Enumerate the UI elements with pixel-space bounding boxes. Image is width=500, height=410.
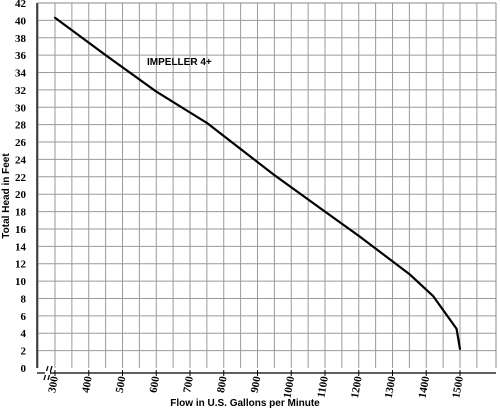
x-tick-label: 1100 (315, 375, 331, 399)
y-tick-label: 2 (21, 346, 27, 358)
y-tick-label: 38 (15, 33, 27, 45)
x-tick-label: 600 (148, 375, 163, 394)
y-tick-label: 24 (15, 154, 27, 166)
y-tick-label: 20 (15, 189, 27, 201)
x-tick-label: 1200 (349, 375, 365, 399)
x-tick-label: 500 (114, 375, 129, 394)
y-tick-label: 14 (15, 241, 27, 253)
x-tick-label: 400 (80, 375, 95, 394)
axis-break-gap (45, 371, 50, 375)
x-tick-labels: 300 400 500 600 700 800 900 1000 1100 1200 1300 140… (46, 375, 466, 399)
x-tick-label: 300 (46, 375, 61, 394)
x-tick-label: 700 (181, 375, 196, 394)
x-tick-label: 1300 (383, 375, 399, 399)
x-tick-label: 1400 (417, 375, 433, 399)
y-tick-label: 10 (15, 276, 27, 288)
axes (36, 2, 497, 381)
y-tick-label: 16 (15, 224, 27, 236)
y-tick-label: 36 (15, 50, 27, 62)
y-tick-label: 8 (21, 293, 27, 305)
x-tick-label: 1000 (282, 375, 298, 399)
y-tick-label: 42 (15, 0, 27, 10)
y-tick-label: 4 (21, 328, 27, 340)
y-tick-label: 22 (15, 172, 27, 184)
y-tick-label: 12 (15, 259, 27, 271)
x-axis-title: Flow in U.S. Gallons per Minute (170, 398, 320, 409)
y-tick-label: 6 (21, 311, 27, 323)
y-tick-label: 18 (15, 207, 27, 219)
y-axis-title: Total Head in Feet (1, 153, 12, 239)
y-tick-label: 0 (21, 363, 27, 375)
y-tick-label: 40 (15, 15, 27, 27)
series-group (53, 16, 462, 350)
x-tick-label: 900 (249, 375, 264, 394)
y-tick-label: 26 (15, 137, 27, 149)
series-line (53, 16, 462, 350)
y-tick-label: 30 (15, 102, 27, 114)
impeller-annotation: IMPELLER 4+ (147, 57, 212, 68)
y-tick-label: 32 (15, 85, 27, 97)
grid (37, 2, 496, 368)
y-tick-label: 34 (15, 68, 27, 80)
x-tick-label: 800 (215, 375, 230, 394)
x-tick-label: 1500 (450, 375, 466, 399)
y-tick-label: 28 (15, 120, 27, 132)
